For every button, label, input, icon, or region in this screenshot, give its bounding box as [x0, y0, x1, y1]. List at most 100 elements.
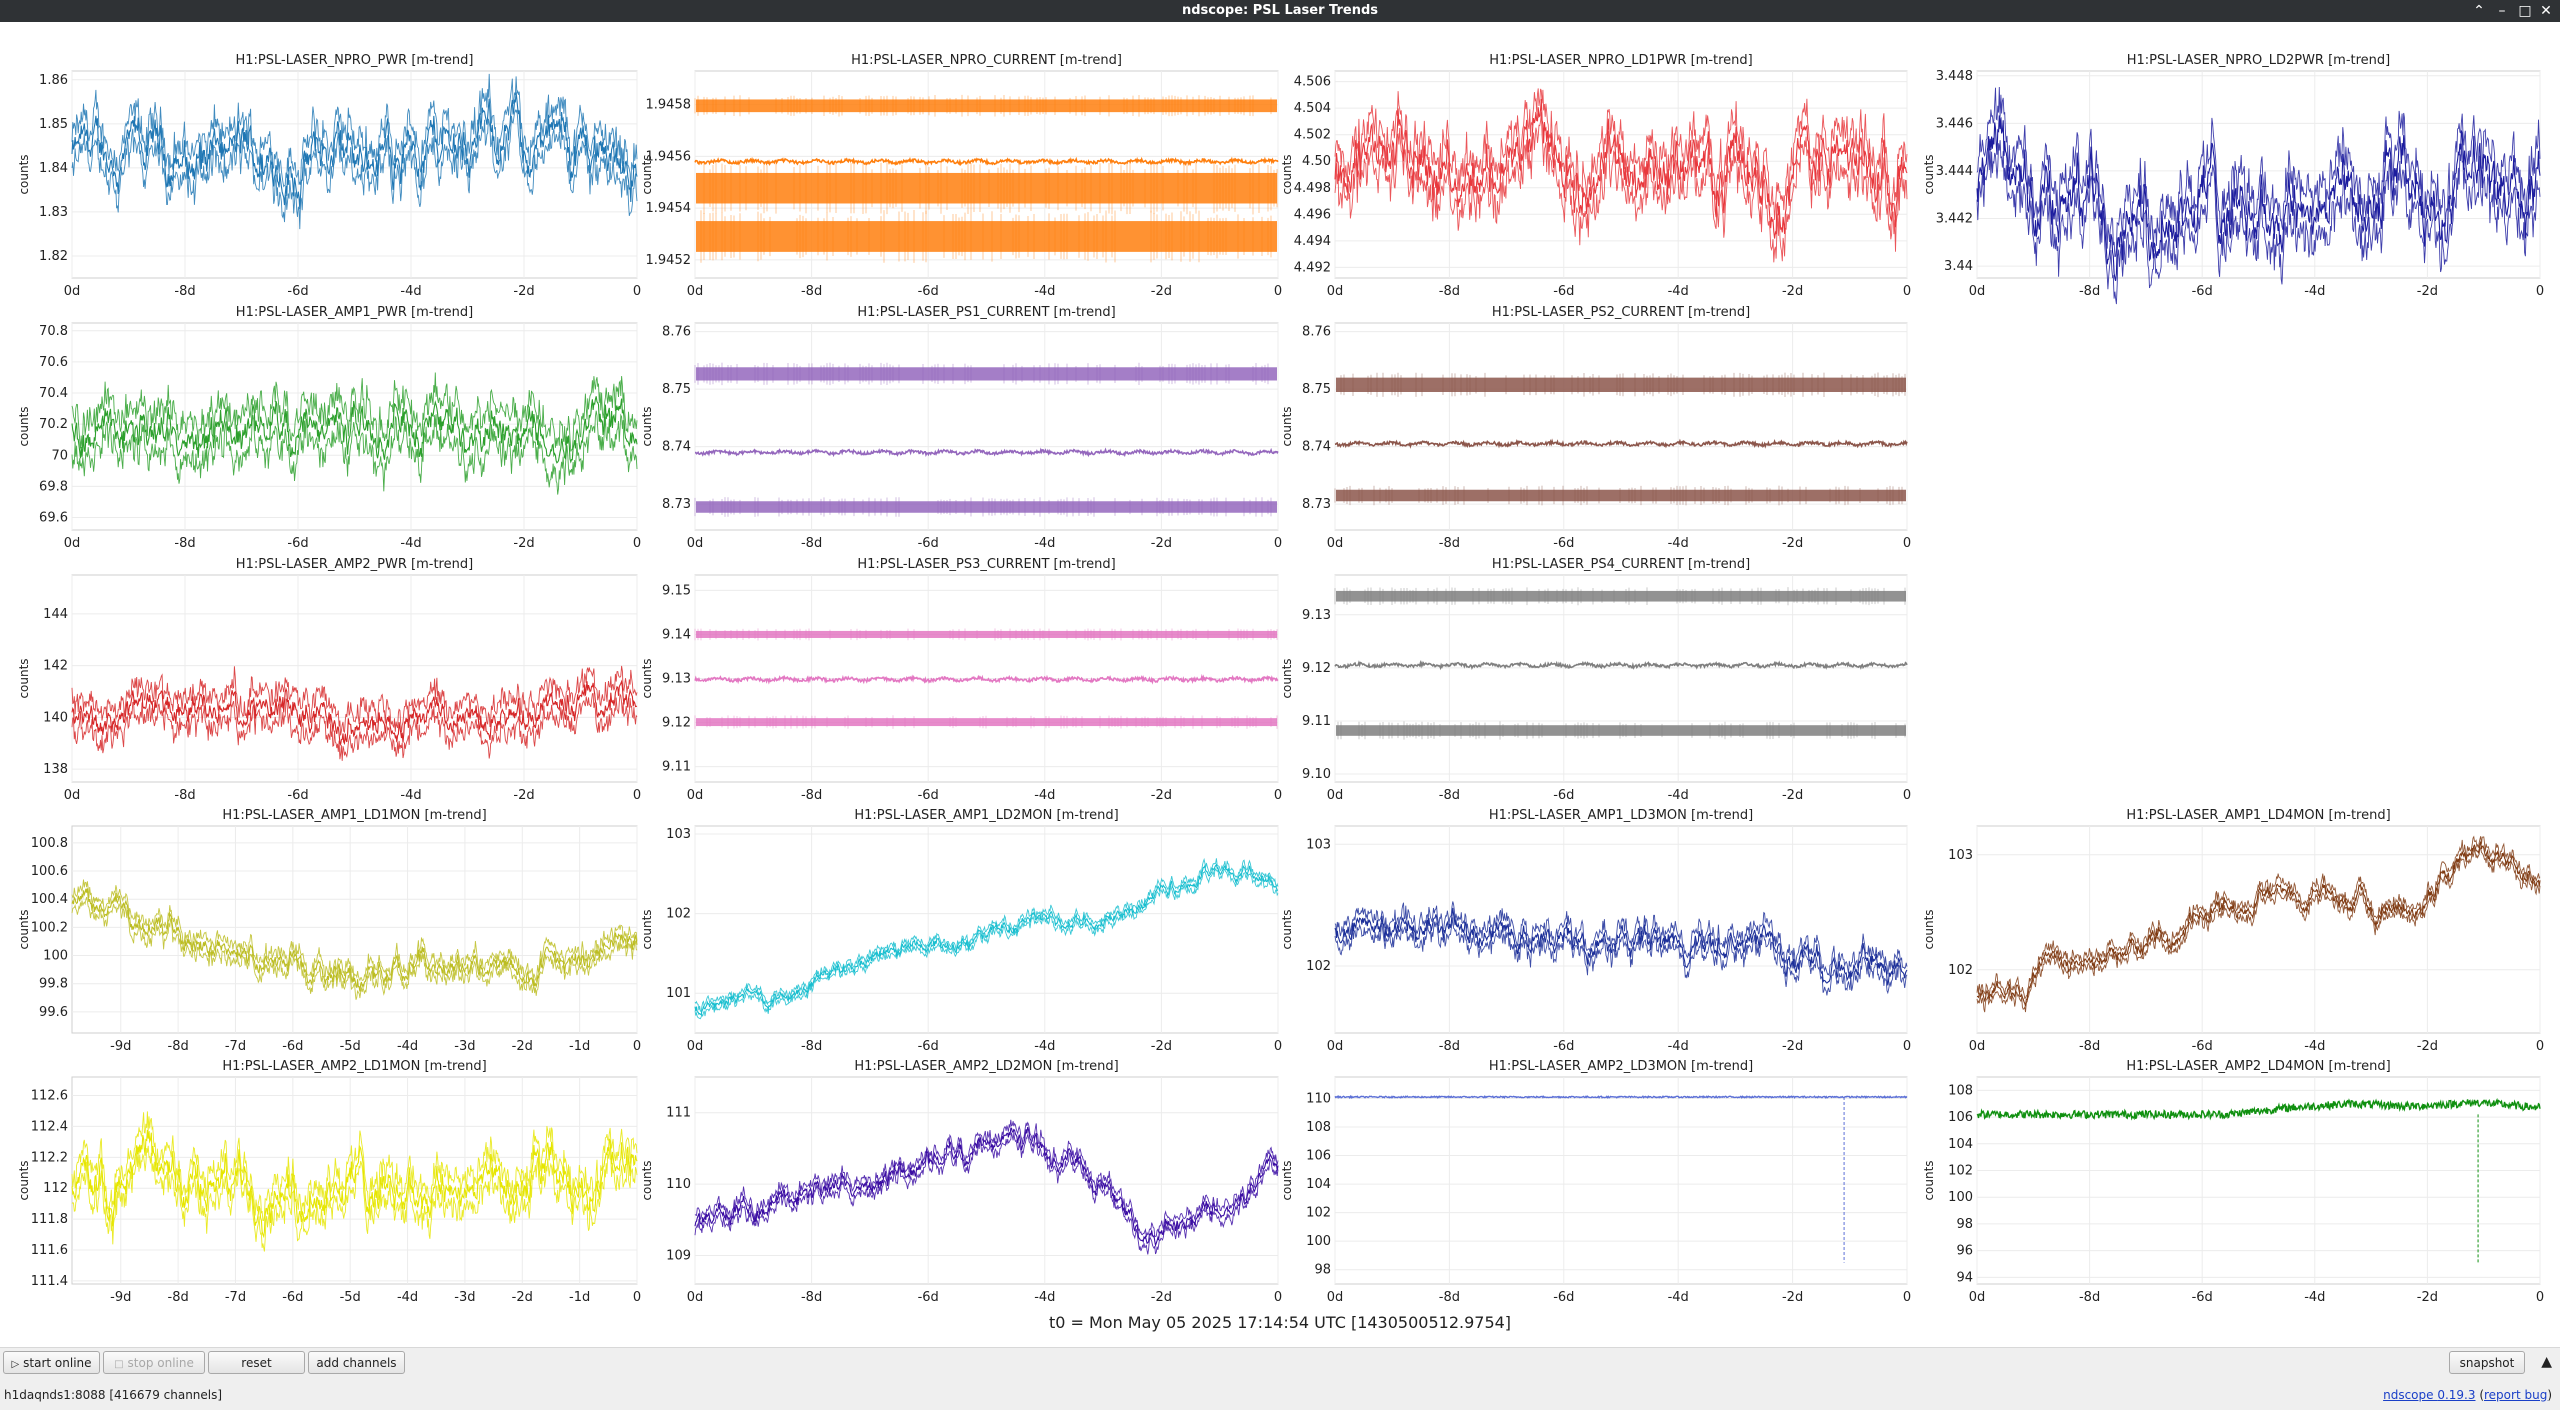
y-tick-label: 1.9454: [646, 201, 692, 216]
x-tick-label: -5d: [340, 1290, 361, 1305]
y-tick-label: 100.6: [31, 864, 68, 879]
x-tick-label: 0: [1903, 284, 1911, 299]
y-tick-label: 112.6: [31, 1089, 68, 1104]
x-tick-label: -2d: [2417, 1039, 2438, 1054]
x-tick-label: 0: [1274, 1290, 1282, 1305]
collapse-up-icon[interactable]: ▲: [2541, 1354, 2552, 1370]
plot-15[interactable]: H1:PSL-LASER_AMP2_LD2MON [m-trend] 111 110…: [640, 1059, 1282, 1305]
x-tick-label: 0: [1274, 284, 1282, 299]
y-tick-label: 4.506: [1294, 75, 1331, 90]
plot-frame: [71, 825, 638, 1034]
plot-5[interactable]: H1:PSL-LASER_PS1_CURRENT [m-trend] 8.76 8.…: [640, 305, 1282, 551]
y-axis-label: counts: [640, 1160, 654, 1200]
close-icon[interactable]: ✕: [2540, 3, 2552, 19]
plot-title: H1:PSL-LASER_AMP1_PWR [m-trend]: [236, 305, 473, 320]
plot-0[interactable]: H1:PSL-LASER_NPRO_PWR [m-trend] 1.86 1.85 1…: [17, 53, 641, 299]
plot-7[interactable]: H1:PSL-LASER_AMP2_PWR [m-trend] 144 142 140…: [17, 557, 641, 803]
y-tick-label: 99.8: [39, 977, 68, 992]
y-tick-label: 104: [1948, 1137, 1973, 1152]
x-tick-label: -8d: [174, 284, 195, 299]
x-tick-label: -2d: [1151, 1039, 1172, 1054]
x-tick-label: -3d: [454, 1039, 475, 1054]
x-tick-label: 0: [1274, 1039, 1282, 1054]
start-online-button[interactable]: ▷ start online: [3, 1351, 100, 1374]
x-tick-label: -6d: [2192, 1039, 2213, 1054]
series-trace: [1334, 1094, 1908, 1263]
y-tick-label: 4.50: [1302, 154, 1331, 169]
x-tick-label: -7d: [225, 1290, 246, 1305]
y-tick-label: 3.448: [1936, 69, 1973, 84]
maximize-icon[interactable]: □: [2518, 3, 2532, 19]
x-tick-label: 0d: [687, 1290, 704, 1305]
x-tick-label: -4d: [1668, 284, 1689, 299]
snapshot-button[interactable]: snapshot: [2449, 1351, 2525, 1374]
reset-button[interactable]: reset: [208, 1351, 305, 1374]
plot-frame: [1334, 574, 1908, 783]
plot-16[interactable]: H1:PSL-LASER_AMP2_LD3MON [m-trend] 110 108…: [1280, 1059, 1911, 1305]
x-tick-label: -4d: [397, 1039, 418, 1054]
plot-14[interactable]: H1:PSL-LASER_AMP2_LD1MON [m-trend] 112.6 1…: [17, 1059, 641, 1305]
y-tick-label: 100: [43, 949, 68, 964]
x-tick-label: -8d: [1439, 284, 1460, 299]
y-tick-label: 8.75: [1302, 382, 1331, 397]
x-tick-label: -4d: [1034, 788, 1055, 803]
x-tick-label: -8d: [801, 1039, 822, 1054]
y-tick-label: 3.44: [1944, 259, 1973, 274]
series-trace: [71, 73, 638, 230]
series-trace: [694, 628, 1279, 729]
y-axis-label: counts: [1280, 406, 1294, 446]
y-tick-label: 1.82: [39, 249, 68, 264]
y-axis-label: counts: [640, 909, 654, 949]
server-status: h1daqnds1:8088 [416679 channels]: [4, 1388, 223, 1402]
ndscope-version-link[interactable]: ndscope 0.19.3: [2383, 1388, 2476, 1402]
plot-6[interactable]: H1:PSL-LASER_PS2_CURRENT [m-trend] 8.76 8.…: [1280, 305, 1911, 551]
x-tick-label: -8d: [2079, 1290, 2100, 1305]
x-tick-label: 0d: [1969, 284, 1986, 299]
plot-grid[interactable]: H1:PSL-LASER_NPRO_PWR [m-trend] 1.86 1.85 1…: [0, 22, 2560, 1312]
minimize-icon[interactable]: –: [2498, 3, 2506, 19]
x-tick-label: -4d: [1668, 1039, 1689, 1054]
y-tick-label: 1.9456: [646, 149, 692, 164]
plot-4[interactable]: H1:PSL-LASER_AMP1_PWR [m-trend] 70.8 70.6 7…: [17, 305, 641, 551]
x-tick-label: 0d: [687, 284, 704, 299]
plot-11[interactable]: H1:PSL-LASER_AMP1_LD2MON [m-trend] 103 102…: [640, 808, 1282, 1054]
plot-17[interactable]: H1:PSL-LASER_AMP2_LD4MON [m-trend] 108 106…: [1922, 1059, 2544, 1305]
x-tick-label: -4d: [1034, 1290, 1055, 1305]
x-tick-label: -2d: [1782, 1039, 1803, 1054]
y-tick-label: 109: [666, 1248, 691, 1263]
plot-8[interactable]: H1:PSL-LASER_PS3_CURRENT [m-trend] 9.15 9.…: [640, 557, 1282, 803]
window-title: ndscope: PSL Laser Trends: [1182, 3, 1378, 18]
report-bug-link[interactable]: report bug: [2484, 1388, 2548, 1402]
y-tick-label: 111: [666, 1106, 691, 1121]
add-channels-button[interactable]: add channels: [308, 1351, 405, 1374]
series-trace: [1976, 86, 2541, 305]
plot-9[interactable]: H1:PSL-LASER_PS4_CURRENT [m-trend] 9.13 9.…: [1280, 557, 1911, 803]
plot-12[interactable]: H1:PSL-LASER_AMP1_LD3MON [m-trend] 103 102…: [1280, 808, 1911, 1054]
y-tick-label: 104: [1306, 1177, 1331, 1192]
chevron-up-icon[interactable]: ⌃: [2473, 3, 2485, 19]
y-tick-label: 8.73: [662, 497, 691, 512]
plot-title: H1:PSL-LASER_PS2_CURRENT [m-trend]: [1492, 305, 1750, 320]
y-tick-label: 69.8: [39, 479, 68, 494]
x-tick-label: 0: [633, 1039, 641, 1054]
y-tick-label: 106: [1306, 1149, 1331, 1164]
series-trace: [1334, 901, 1908, 996]
x-tick-label: -6d: [1553, 1290, 1574, 1305]
plot-1[interactable]: H1:PSL-LASER_NPRO_CURRENT [m-trend] 1.945…: [640, 53, 1282, 299]
plot-3[interactable]: H1:PSL-LASER_NPRO_LD2PWR [m-trend] 3.448 3…: [1922, 53, 2544, 305]
x-tick-label: 0: [1903, 788, 1911, 803]
x-tick-label: -4d: [397, 1290, 418, 1305]
x-tick-label: -6d: [918, 788, 939, 803]
plot-frame: [694, 322, 1279, 531]
play-icon: ▷: [11, 1359, 20, 1370]
plot-10[interactable]: H1:PSL-LASER_AMP1_LD1MON [m-trend] 100.8 1…: [17, 808, 641, 1054]
series-trace: [71, 879, 638, 1000]
series-trace: [694, 1119, 1279, 1255]
y-axis-label: counts: [17, 658, 31, 698]
series-trace: [1334, 372, 1908, 506]
plot-13[interactable]: H1:PSL-LASER_AMP1_LD4MON [m-trend] 103 102…: [1922, 808, 2544, 1054]
x-tick-label: -8d: [174, 788, 195, 803]
plot-2[interactable]: H1:PSL-LASER_NPRO_LD1PWR [m-trend] 4.506 4…: [1280, 53, 1911, 299]
x-tick-label: -2d: [513, 284, 534, 299]
y-tick-label: 9.11: [1302, 714, 1331, 729]
